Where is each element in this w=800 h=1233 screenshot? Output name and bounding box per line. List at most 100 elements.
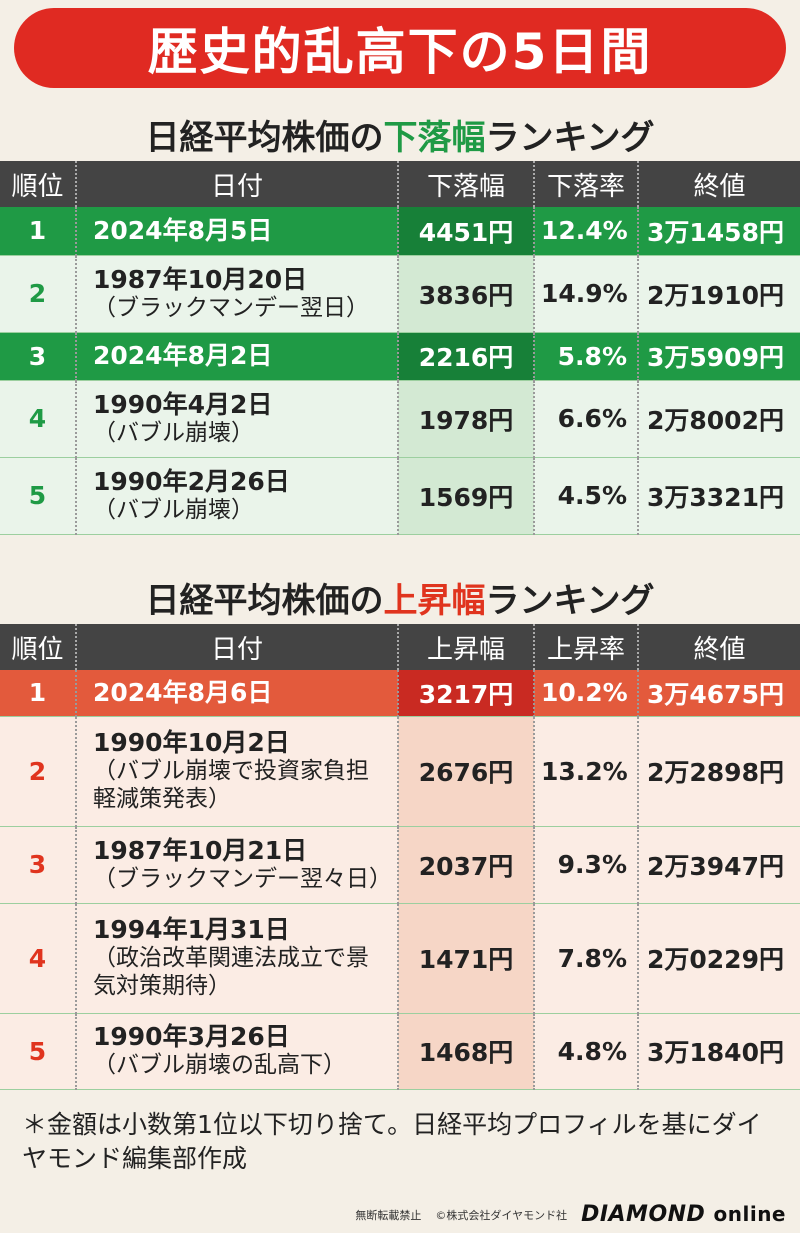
copyright-notice: ©株式会社ダイヤモンド社 — [435, 1208, 568, 1222]
close-cell: 2万3947円 — [638, 826, 800, 904]
date-note: （バブル崩壊） — [93, 496, 254, 523]
close-cell: 2万0229円 — [638, 903, 800, 1014]
table-row: 3 2024年8月2日 2216円 5.8% 3万5909円 — [0, 332, 800, 381]
table-row: 4 1990年4月2日 （バブル崩壊） 1978円 6.6% 2万8002円 — [0, 380, 800, 458]
header-close: 終値 — [638, 161, 800, 207]
close-cell: 3万1458円 — [638, 207, 800, 256]
up-table-header: 順位 日付 上昇幅 上昇率 終値 — [0, 624, 800, 670]
date-text: 1990年10月2日 — [93, 728, 290, 758]
down-table-header: 順位 日付 下落幅 下落率 終値 — [0, 161, 800, 207]
date-note: （バブル崩壊で投資家負担軽減策発表） — [93, 758, 369, 812]
date-note: （ブラックマンデー翌日） — [93, 294, 369, 321]
date-cell: 1994年1月31日 （政治改革関連法成立で景気対策期待） — [76, 903, 399, 1014]
close-cell: 2万8002円 — [638, 380, 800, 458]
up-ranking-table: 順位 日付 上昇幅 上昇率 終値 1 2024年8月6日 3217円 10.2%… — [0, 624, 800, 1090]
header-rate: 上昇率 — [534, 624, 639, 670]
date-cell: 1990年3月26日 （バブル崩壊の乱高下） — [76, 1013, 399, 1090]
down-title-highlight: 下落幅 — [383, 118, 486, 158]
up-title-prefix: 日経平均株価の — [145, 581, 384, 621]
close-cell: 3万3321円 — [638, 457, 800, 535]
amount-cell: 4451円 — [398, 207, 535, 256]
table-row: 4 1994年1月31日 （政治改革関連法成立で景気対策期待） 1471円 7.8… — [0, 903, 800, 1014]
rank-cell: 3 — [0, 826, 77, 904]
date-cell: 1990年4月2日 （バブル崩壊） — [76, 380, 399, 458]
date-note: （政治改革関連法成立で景気対策期待） — [93, 945, 369, 999]
table-row: 5 1990年2月26日 （バブル崩壊） 1569円 4.5% 3万3321円 — [0, 457, 800, 535]
date-cell: 1990年10月2日 （バブル崩壊で投資家負担軽減策発表） — [76, 716, 399, 827]
header-rank: 順位 — [0, 161, 77, 207]
rank-cell: 2 — [0, 716, 77, 827]
rank-cell: 4 — [0, 903, 77, 1014]
down-ranking-table: 順位 日付 下落幅 下落率 終値 1 2024年8月5日 4451円 12.4%… — [0, 161, 800, 535]
rank-cell: 4 — [0, 380, 77, 458]
date-note: （バブル崩壊の乱高下） — [93, 1052, 346, 1079]
close-cell: 3万1840円 — [638, 1013, 800, 1090]
rate-cell: 12.4% — [534, 207, 639, 256]
banner-title: 歴史的乱高下の5日間 — [14, 8, 786, 88]
date-cell: 2024年8月6日 — [76, 670, 399, 717]
amount-cell: 3836円 — [398, 255, 535, 333]
rank-cell: 3 — [0, 332, 77, 381]
header-rate: 下落率 — [534, 161, 639, 207]
up-ranking-title: 日経平均株価の上昇幅ランキング — [0, 573, 800, 622]
amount-cell: 1569円 — [398, 457, 535, 535]
amount-cell: 2216円 — [398, 332, 535, 381]
table-row: 1 2024年8月6日 3217円 10.2% 3万4675円 — [0, 670, 800, 717]
date-cell: 1987年10月20日 （ブラックマンデー翌日） — [76, 255, 399, 333]
header-amount: 下落幅 — [398, 161, 535, 207]
rate-cell: 9.3% — [534, 826, 639, 904]
footnote: ＊金額は小数第1位以下切り捨て。日経平均プロフィルを基にダイヤモンド編集部作成 — [22, 1110, 762, 1173]
rate-cell: 14.9% — [534, 255, 639, 333]
header-close: 終値 — [638, 624, 800, 670]
diamond-online-logo: DIAMOND online — [581, 1202, 786, 1227]
rank-cell: 2 — [0, 255, 77, 333]
up-title-suffix: ランキング — [485, 581, 655, 621]
header-date: 日付 — [76, 624, 399, 670]
down-title-suffix: ランキング — [485, 118, 655, 158]
close-cell: 3万4675円 — [638, 670, 800, 717]
table-row: 2 1990年10月2日 （バブル崩壊で投資家負担軽減策発表） 2676円 13.… — [0, 716, 800, 827]
amount-cell: 1471円 — [398, 903, 535, 1014]
close-cell: 2万1910円 — [638, 255, 800, 333]
date-note: （ブラックマンデー翌々日） — [93, 865, 392, 892]
date-text: 1990年4月2日 — [93, 389, 273, 419]
header-rank: 順位 — [0, 624, 77, 670]
rank-cell: 1 — [0, 207, 77, 256]
table-row: 3 1987年10月21日 （ブラックマンデー翌々日） 2037円 9.3% 2万… — [0, 826, 800, 904]
rate-cell: 7.8% — [534, 903, 639, 1014]
rate-cell: 4.5% — [534, 457, 639, 535]
table-row: 1 2024年8月5日 4451円 12.4% 3万1458円 — [0, 207, 800, 256]
amount-cell: 1468円 — [398, 1013, 535, 1090]
down-title-prefix: 日経平均株価の — [145, 118, 384, 158]
close-cell: 2万2898円 — [638, 716, 800, 827]
date-text: 1990年3月26日 — [93, 1022, 290, 1052]
date-cell: 2024年8月5日 — [76, 207, 399, 256]
amount-cell: 2676円 — [398, 716, 535, 827]
rank-cell: 1 — [0, 670, 77, 717]
rank-cell: 5 — [0, 1013, 77, 1090]
rate-cell: 5.8% — [534, 332, 639, 381]
amount-cell: 1978円 — [398, 380, 535, 458]
date-text: 2024年8月6日 — [93, 677, 273, 707]
logo-sub-text: online — [713, 1202, 786, 1226]
close-cell: 3万5909円 — [638, 332, 800, 381]
rate-cell: 13.2% — [534, 716, 639, 827]
rate-cell: 6.6% — [534, 380, 639, 458]
date-text: 1987年10月20日 — [93, 264, 308, 294]
date-text: 2024年8月5日 — [93, 215, 273, 245]
date-note: （バブル崩壊） — [93, 419, 254, 446]
date-text: 1990年2月26日 — [93, 466, 290, 496]
date-text: 2024年8月2日 — [93, 341, 273, 370]
rate-cell: 10.2% — [534, 670, 639, 717]
rate-cell: 4.8% — [534, 1013, 639, 1090]
header-amount: 上昇幅 — [398, 624, 535, 670]
rank-cell: 5 — [0, 457, 77, 535]
down-ranking-title: 日経平均株価の下落幅ランキング — [0, 110, 800, 159]
date-cell: 1990年2月26日 （バブル崩壊） — [76, 457, 399, 535]
table-row: 2 1987年10月20日 （ブラックマンデー翌日） 3836円 14.9% 2万… — [0, 255, 800, 333]
header-date: 日付 — [76, 161, 399, 207]
date-cell: 1987年10月21日 （ブラックマンデー翌々日） — [76, 826, 399, 904]
amount-cell: 2037円 — [398, 826, 535, 904]
table-row: 5 1990年3月26日 （バブル崩壊の乱高下） 1468円 4.8% 3万184… — [0, 1013, 800, 1090]
date-text: 1987年10月21日 — [93, 835, 308, 865]
